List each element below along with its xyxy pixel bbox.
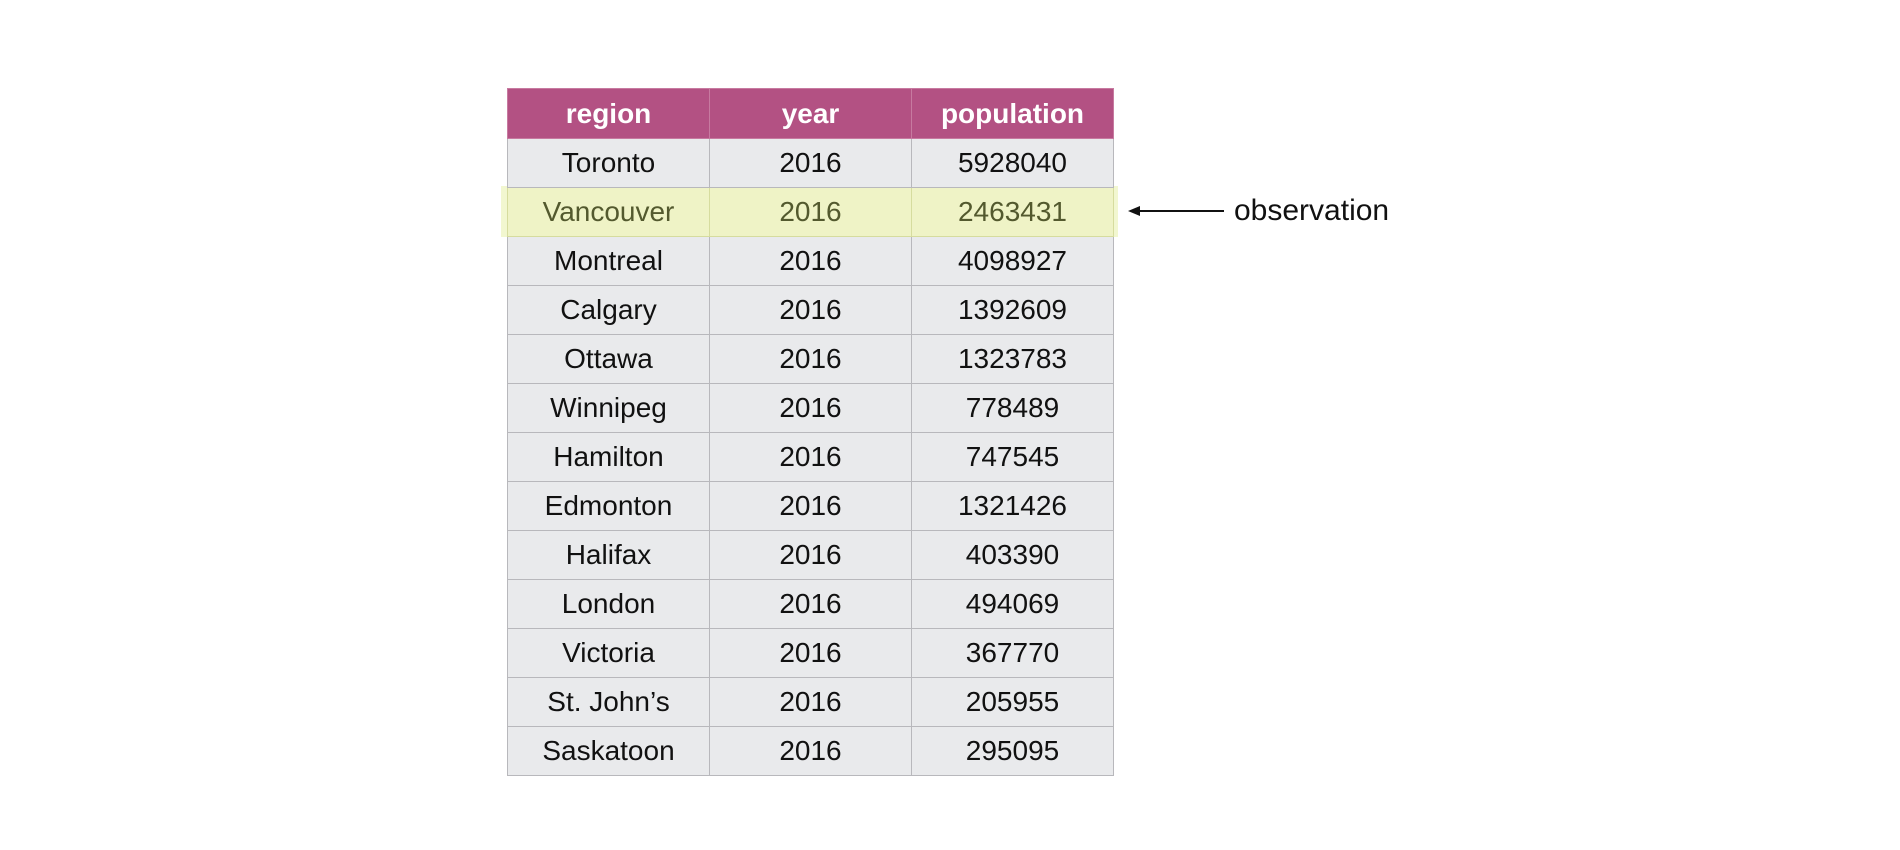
table-row: London 2016 494069 bbox=[507, 579, 1114, 629]
cell-region: Saskatoon bbox=[507, 726, 710, 776]
table-row: Saskatoon 2016 295095 bbox=[507, 726, 1114, 776]
cell-year: 2016 bbox=[709, 383, 912, 433]
cell-year: 2016 bbox=[709, 481, 912, 531]
cell-population: 403390 bbox=[911, 530, 1114, 580]
cell-region: Toronto bbox=[507, 138, 710, 188]
cell-year: 2016 bbox=[709, 187, 912, 237]
cell-region: Halifax bbox=[507, 530, 710, 580]
column-header-region: region bbox=[507, 88, 710, 139]
cell-region: London bbox=[507, 579, 710, 629]
cell-population: 367770 bbox=[911, 628, 1114, 678]
cell-year: 2016 bbox=[709, 334, 912, 384]
cell-year: 2016 bbox=[709, 726, 912, 776]
population-table-container: region year population Toronto 2016 5928… bbox=[507, 88, 1114, 776]
observation-label: observation bbox=[1234, 194, 1390, 227]
arrow-left-icon bbox=[1128, 206, 1224, 216]
cell-year: 2016 bbox=[709, 138, 912, 188]
cell-year: 2016 bbox=[709, 628, 912, 678]
cell-population: 295095 bbox=[911, 726, 1114, 776]
cell-population: 205955 bbox=[911, 677, 1114, 727]
cell-year: 2016 bbox=[709, 236, 912, 286]
cell-population: 2463431 bbox=[911, 187, 1114, 237]
table-row: St. John’s 2016 205955 bbox=[507, 677, 1114, 727]
cell-year: 2016 bbox=[709, 285, 912, 335]
population-table: region year population Toronto 2016 5928… bbox=[507, 88, 1114, 776]
table-row: Ottawa 2016 1323783 bbox=[507, 334, 1114, 384]
table-row: Victoria 2016 367770 bbox=[507, 628, 1114, 678]
cell-region: Ottawa bbox=[507, 334, 710, 384]
cell-region: Calgary bbox=[507, 285, 710, 335]
cell-region: Winnipeg bbox=[507, 383, 710, 433]
table-row: Halifax 2016 403390 bbox=[507, 530, 1114, 580]
table-row: Winnipeg 2016 778489 bbox=[507, 383, 1114, 433]
table-row: Montreal 2016 4098927 bbox=[507, 236, 1114, 286]
column-header-population: population bbox=[911, 88, 1114, 139]
table-row: Toronto 2016 5928040 bbox=[507, 138, 1114, 188]
table-row: Hamilton 2016 747545 bbox=[507, 432, 1114, 482]
cell-year: 2016 bbox=[709, 432, 912, 482]
cell-population: 4098927 bbox=[911, 236, 1114, 286]
cell-region: Victoria bbox=[507, 628, 710, 678]
table-row: Calgary 2016 1392609 bbox=[507, 285, 1114, 335]
cell-population: 5928040 bbox=[911, 138, 1114, 188]
cell-region: Edmonton bbox=[507, 481, 710, 531]
cell-year: 2016 bbox=[709, 579, 912, 629]
cell-population: 778489 bbox=[911, 383, 1114, 433]
cell-region: St. John’s bbox=[507, 677, 710, 727]
cell-population: 1392609 bbox=[911, 285, 1114, 335]
cell-region: Hamilton bbox=[507, 432, 710, 482]
table-header-row: region year population bbox=[507, 88, 1114, 139]
column-header-year: year bbox=[709, 88, 912, 139]
cell-population: 494069 bbox=[911, 579, 1114, 629]
cell-year: 2016 bbox=[709, 530, 912, 580]
cell-population: 747545 bbox=[911, 432, 1114, 482]
observation-annotation: observation bbox=[1128, 188, 1389, 234]
cell-population: 1321426 bbox=[911, 481, 1114, 531]
cell-region: Vancouver bbox=[507, 187, 710, 237]
cell-year: 2016 bbox=[709, 677, 912, 727]
table-row-highlighted: Vancouver 2016 2463431 bbox=[507, 187, 1114, 237]
cell-region: Montreal bbox=[507, 236, 710, 286]
cell-population: 1323783 bbox=[911, 334, 1114, 384]
table-row: Edmonton 2016 1321426 bbox=[507, 481, 1114, 531]
